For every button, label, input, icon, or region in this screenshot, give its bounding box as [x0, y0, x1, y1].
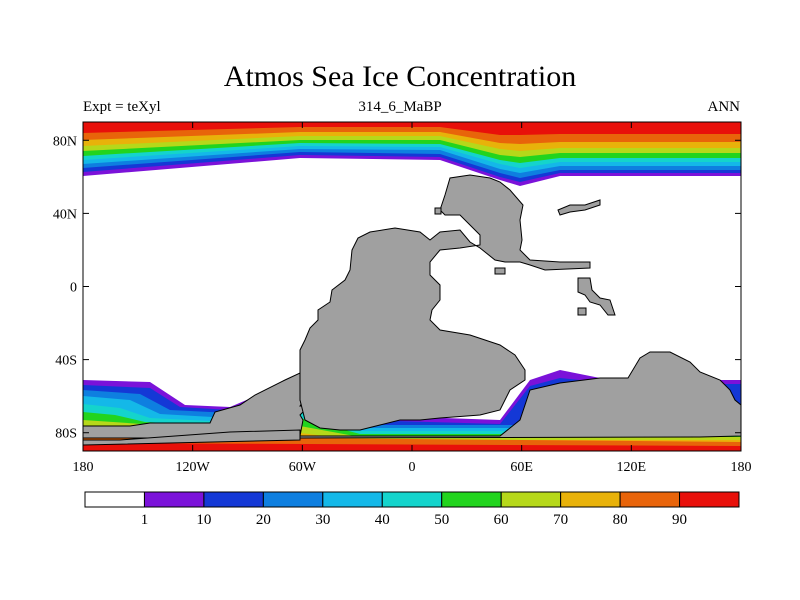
small-island-land: [577, 307, 587, 316]
colorbar-swatch: [560, 491, 621, 508]
islet-1-land: [434, 207, 442, 215]
lat-label: 40N: [53, 207, 77, 222]
season-label: ANN: [707, 99, 741, 115]
arctic-ice-bands: [83, 122, 741, 186]
map-field: [83, 122, 741, 451]
lon-label: 180: [73, 460, 94, 475]
lon-label: 180: [731, 460, 752, 475]
lon-label: 0: [409, 460, 416, 475]
colorbar-label: 70: [553, 512, 568, 528]
central-land: [299, 174, 591, 431]
longitude-axis: 180 120W 60W 0 60E 120E 180: [73, 122, 752, 475]
colorbar-label: 80: [613, 512, 628, 528]
colorbar-label: 40: [375, 512, 390, 528]
lon-label: 60W: [289, 460, 317, 475]
colorbar-swatch: [84, 491, 145, 508]
latitude-axis: 80N 40N 0 40S 80S: [53, 134, 741, 442]
colorbar-label: 90: [672, 512, 687, 528]
colorbar-swatch: [203, 491, 264, 508]
islet-2-land: [494, 267, 506, 275]
lon-label: 120E: [617, 460, 647, 475]
colorbar-swatch: [679, 491, 740, 508]
colorbar-swatch: [381, 491, 443, 508]
peninsula-land: [83, 429, 301, 446]
experiment-label: Expt = teXyl: [83, 99, 161, 115]
colorbar-swatch: [619, 491, 681, 508]
colorbar-swatch: [500, 491, 562, 508]
lon-label: 60E: [510, 460, 533, 475]
period-label: 314_6_MaBP: [358, 99, 442, 115]
colorbar-label: 60: [494, 512, 509, 528]
lat-label: 80S: [55, 427, 77, 442]
land-masses: [83, 174, 741, 446]
colorbar: 1 10 20 30 40 50 60 70 80 90: [84, 491, 740, 528]
colorbar-swatch: [441, 491, 502, 508]
colorbar-label: 10: [196, 512, 211, 528]
lat-label: 80N: [53, 134, 77, 149]
east-island-land: [577, 277, 616, 316]
colorbar-swatch: [262, 491, 324, 508]
lat-label: 40S: [55, 354, 77, 369]
lon-label: 120W: [176, 460, 211, 475]
colorbar-label: 30: [315, 512, 330, 528]
colorbar-label: 20: [256, 512, 271, 528]
map-title: Atmos Sea Ice Concentration: [223, 60, 577, 93]
colorbar-swatch: [322, 491, 383, 508]
lat-label: 0: [70, 281, 77, 296]
north-island-land: [557, 199, 601, 216]
colorbar-swatch: [143, 491, 205, 508]
colorbar-label: 50: [434, 512, 449, 528]
colorbar-label: 1: [141, 512, 149, 528]
